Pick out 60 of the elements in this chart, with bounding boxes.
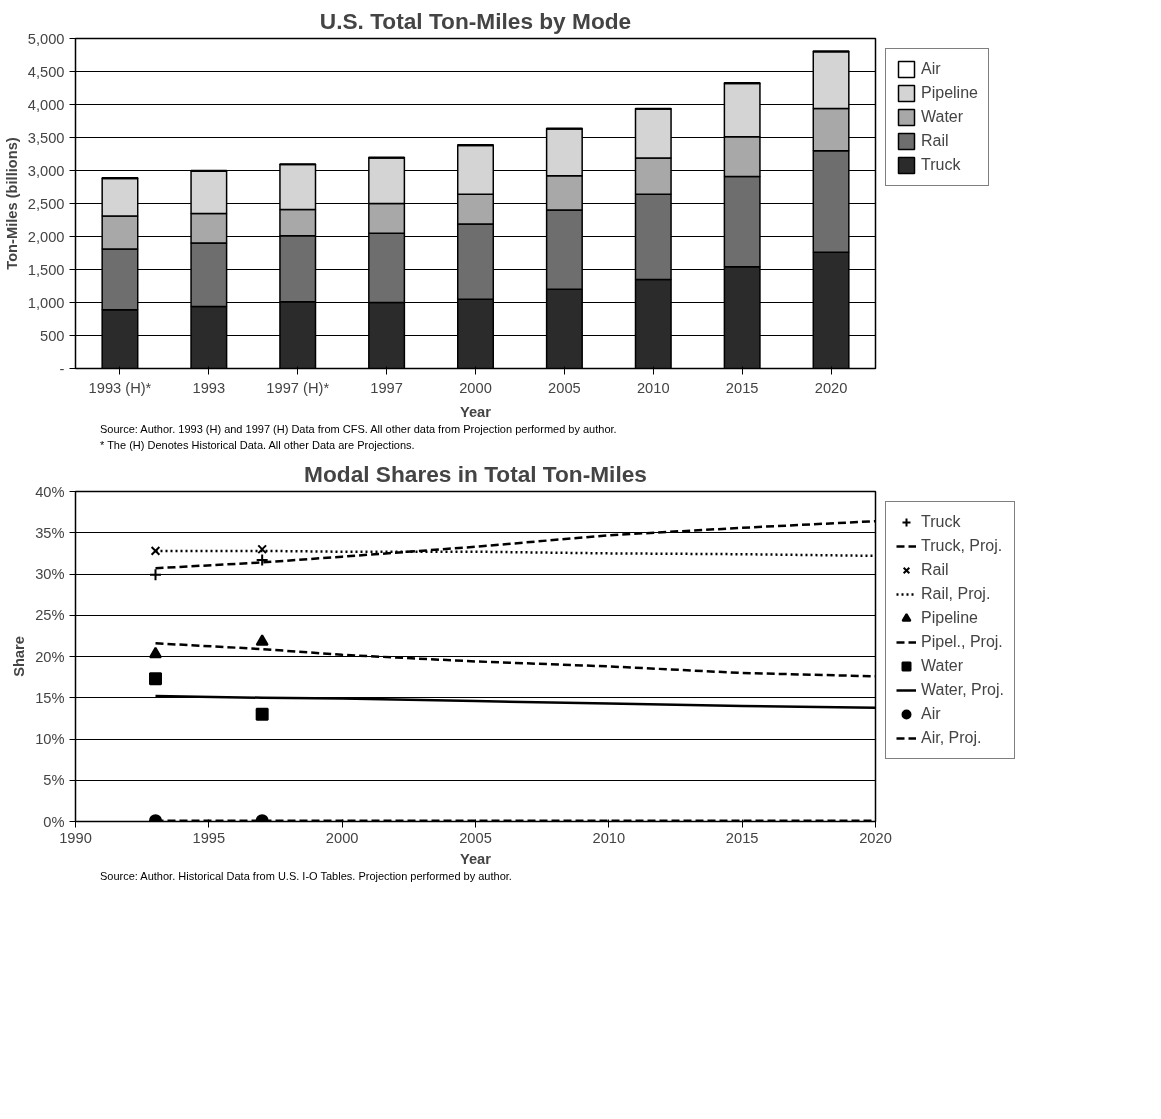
y-tick-label: 15% (35, 690, 65, 707)
x-tick-label: 2000 (459, 379, 492, 396)
x-axis-title: Year (460, 403, 492, 420)
y-tick-label: 2,500 (27, 195, 65, 212)
y-tick-label: 30% (35, 566, 65, 583)
x-tick-label: 1997 (H)* (266, 379, 330, 396)
x-tick-label: 2005 (459, 829, 492, 846)
y-tick-label: 5% (43, 772, 65, 789)
x-tick-label: 1993 (192, 379, 226, 396)
y-tick-label: 4,500 (27, 63, 65, 80)
legend-label: Pipeline (921, 84, 978, 102)
x-tick-label: 2010 (636, 379, 670, 396)
legend-label: Rail, Proj. (921, 585, 991, 604)
legend-label: Truck, Proj. (921, 537, 1003, 556)
legend-label: Truck (921, 156, 961, 174)
y-tick-label: 5,000 (27, 30, 65, 47)
legend-label: Rail (921, 132, 949, 150)
legend-label: Pipel., Proj. (921, 633, 1003, 652)
y-tick-label: 10% (35, 731, 65, 748)
y-tick-label: 40% (35, 483, 65, 500)
x-axis-title: Year (460, 850, 492, 867)
source-note: Source: Author. 1993 (H) and 1997 (H) Data from CFS. All other data from Projection performed by author. (100, 422, 617, 437)
legend-label: Air (921, 705, 941, 724)
x-tick-label: 1997 (370, 379, 403, 396)
x-tick-label: 2020 (859, 829, 892, 846)
y-tick-label: 1,500 (27, 261, 65, 278)
legend-label: Water, Proj. (921, 681, 1004, 700)
x-tick-label: 2020 (814, 379, 848, 396)
legend-label: Air, Proj. (921, 729, 982, 748)
x-tick-label: 1995 (192, 829, 226, 846)
y-tick-label: 2,000 (27, 228, 65, 245)
x-tick-label: 2005 (548, 379, 581, 396)
legend-label: Truck (921, 513, 961, 532)
y-axis-title: Share (11, 636, 28, 678)
x-tick-label: 1990 (59, 829, 92, 846)
x-tick-label: 2015 (725, 829, 759, 846)
y-tick-label: 500 (40, 327, 65, 344)
y-tick-label: 4,000 (27, 96, 65, 113)
y-tick-label: - (59, 360, 65, 377)
y-tick-label: 3,500 (27, 129, 65, 146)
legend-label: Rail (921, 561, 949, 580)
legend-label: Water (921, 108, 964, 126)
y-tick-label: 1,000 (27, 294, 65, 311)
legend-label: Water (921, 657, 964, 676)
x-tick-label: 2000 (325, 829, 359, 846)
y-axis-title: Ton-Miles (billions) (3, 137, 20, 270)
x-tick-label: 2010 (592, 829, 626, 846)
y-tick-label: 25% (35, 607, 65, 624)
legend-label: Air (921, 60, 941, 78)
y-tick-label: 35% (35, 525, 65, 542)
x-tick-label: 1993 (H)* (88, 379, 152, 396)
chart-title: U.S. Total Ton-Miles by Mode (319, 7, 632, 34)
x-tick-label: 2015 (725, 379, 759, 396)
chart-title: Modal Shares in Total Ton-Miles (304, 460, 647, 487)
y-tick-label: 20% (35, 648, 65, 665)
y-tick-label: 3,000 (27, 162, 65, 179)
y-tick-label: 0% (43, 813, 65, 830)
legend-label: Pipeline (921, 609, 978, 628)
text: * The (H) Denotes Historical Data. All other Data are Projections. (100, 437, 415, 453)
source-note: Source: Author. Historical Data from U.S. I-O Tables. Projection performed by author. (100, 869, 512, 885)
